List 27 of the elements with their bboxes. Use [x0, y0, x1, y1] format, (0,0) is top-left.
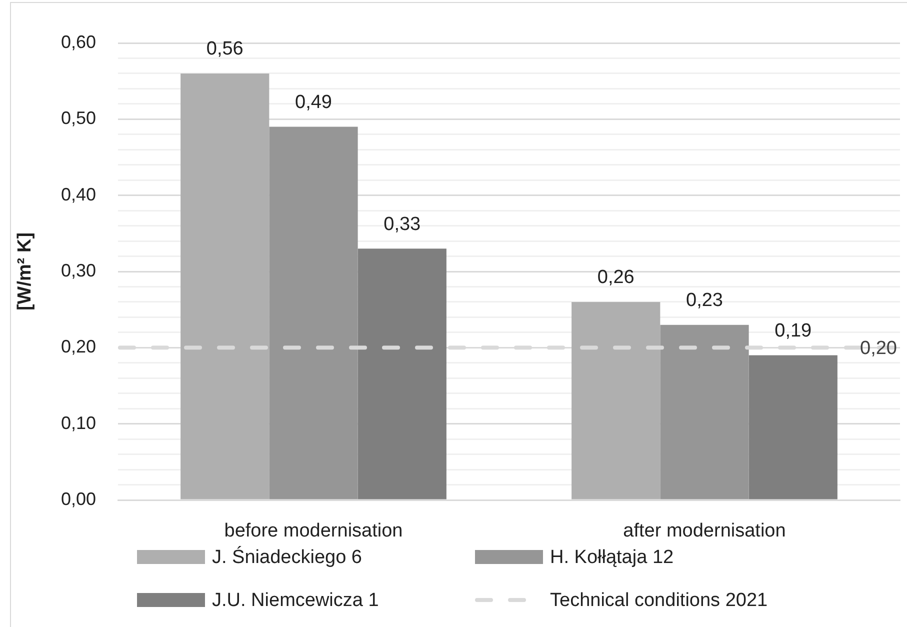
bar — [748, 355, 838, 500]
y-tick-label: 0,50 — [60, 108, 96, 128]
y-tick-label: 0,30 — [60, 260, 96, 280]
legend-label: J. Śniadeckiego 6 — [212, 545, 362, 568]
bar — [358, 248, 446, 500]
data-label: 0,23 — [686, 290, 723, 312]
y-tick-label: 0,20 — [60, 336, 96, 357]
bar — [180, 73, 270, 500]
legend-label: H. Kołłątaja 12 — [550, 547, 674, 568]
bar — [269, 126, 358, 500]
legend-label: J.U. Niemcewicza 1 — [212, 590, 379, 612]
y-tick-label: 0,40 — [60, 184, 96, 204]
y-tick-label: 0,60 — [60, 32, 96, 52]
y-tick-label: 0,10 — [60, 412, 96, 433]
data-label: 0,33 — [384, 214, 421, 235]
legend-label: Technical conditions 2021 — [550, 590, 768, 612]
x-tick-label: before modernisation — [224, 520, 403, 542]
y-tick-label: 0,00 — [60, 488, 96, 509]
data-label: 0,56 — [206, 38, 244, 60]
annotation: 0,20 — [860, 338, 897, 359]
data-label: 0,19 — [774, 320, 812, 342]
data-label: 0,49 — [295, 92, 332, 114]
y-axis-title: [W/m² K] — [14, 232, 36, 311]
bar — [572, 302, 660, 500]
data-label: 0,26 — [597, 267, 634, 288]
bar — [660, 324, 749, 500]
x-tick-label: after modernisation — [623, 520, 786, 542]
